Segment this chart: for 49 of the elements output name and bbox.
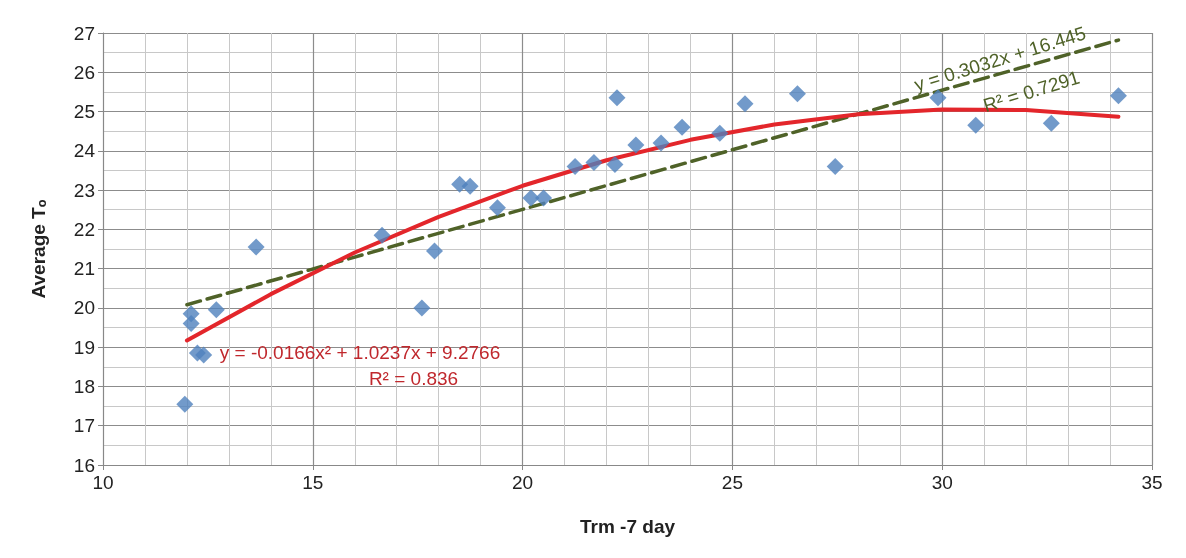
point [1109,87,1127,105]
point [826,158,844,176]
annotation: y = -0.0166x² + 1.0237x + 9.2766 [219,342,501,364]
x-tick-label: 20 [512,472,534,493]
y-tick-label: 26 [73,61,95,83]
y-tick-label: 27 [73,22,95,44]
point [461,177,479,195]
point [373,226,391,244]
y-tick-label: 21 [73,258,95,280]
x-tick-label: 15 [302,472,324,493]
annotation: R² = 0.836 [368,368,459,390]
point [929,89,947,107]
y-tick-label: 18 [73,375,95,397]
point [195,346,213,364]
point [606,156,624,174]
point [967,116,985,134]
point [207,301,225,319]
point [608,89,626,107]
x-tick-label: 25 [721,472,743,493]
point [413,299,431,317]
point [736,95,754,113]
point [488,199,506,217]
y-tick-label: 24 [73,140,96,162]
y-axis-title: Average Tₒ [28,199,49,299]
point [522,189,540,207]
x-tick-label: 35 [1141,472,1163,493]
y-tick-label: 20 [73,297,95,319]
y-tick-label: 25 [73,101,95,123]
y-tick-label: 16 [73,454,95,476]
point [788,85,806,103]
point [627,136,645,154]
point [711,124,729,142]
y-tick-label: 19 [73,336,95,358]
y-tick-label: 17 [73,415,95,437]
point [566,158,584,176]
y-tick-label: 23 [73,179,95,201]
point [182,315,200,333]
x-tick-label: 30 [931,472,953,493]
point [652,134,670,152]
y-tick-label: 22 [73,218,95,240]
point [1042,114,1060,132]
point [247,238,265,256]
point [585,154,603,172]
point [176,395,194,413]
point [425,242,443,260]
point [535,189,553,207]
point [673,118,691,136]
x-tick-label: 10 [92,472,114,493]
x-axis-title: Trm -7 day [579,516,676,537]
